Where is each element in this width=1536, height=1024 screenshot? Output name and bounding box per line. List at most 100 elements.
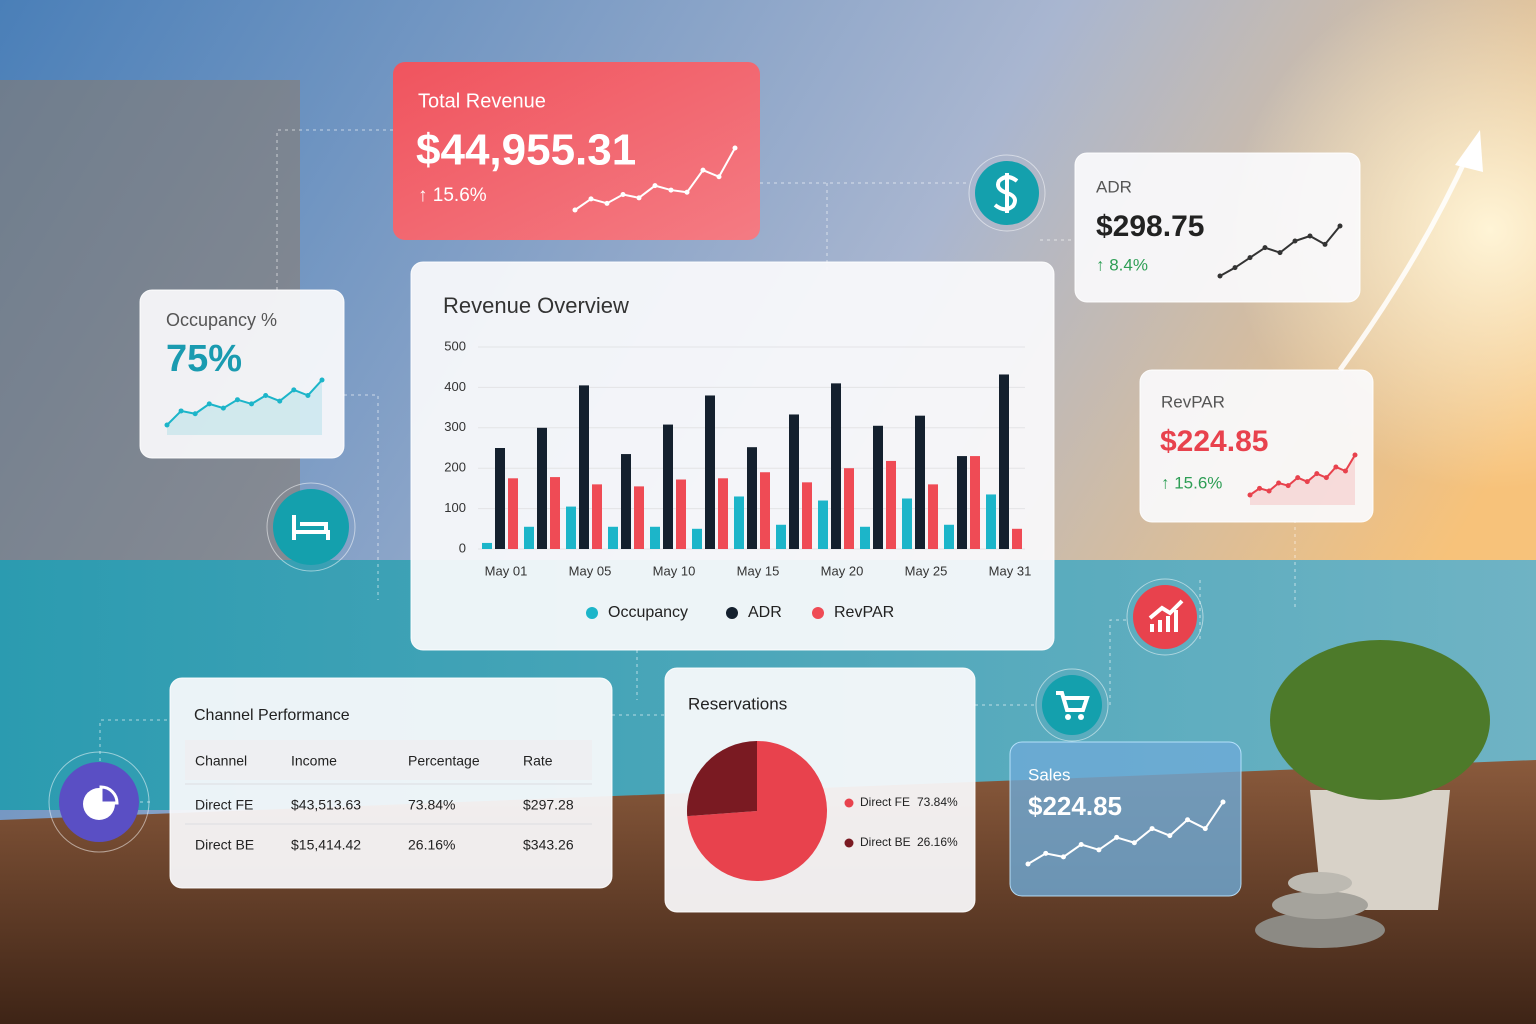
bar: [986, 494, 996, 549]
x-tick-label: May 01: [485, 563, 528, 578]
bar: [550, 477, 560, 549]
bar: [592, 484, 602, 549]
sparkline-point: [1276, 480, 1282, 486]
sparkline-point: [178, 408, 184, 414]
occupancy-card: [139, 289, 345, 459]
adr-card: [1074, 152, 1361, 303]
sparkline-point: [220, 405, 226, 411]
pie-icon: [48, 751, 150, 853]
y-tick-label: 300: [444, 419, 466, 434]
sparkline-point: [1333, 464, 1339, 470]
bar: [524, 526, 534, 549]
chart-title: Reservations: [688, 694, 787, 713]
bar: [692, 528, 702, 549]
legend-label: RevPAR: [834, 604, 894, 621]
sparkline-point: [1114, 834, 1120, 840]
sun-glow: [1230, 0, 1536, 490]
sparkline-point: [1257, 485, 1263, 491]
bar: [579, 385, 589, 549]
bar: [495, 448, 505, 549]
sparkline-point: [1352, 452, 1358, 458]
bar: [508, 478, 518, 549]
sparkline-point: [700, 167, 706, 173]
legend-marker: [812, 607, 824, 619]
revpar-card: [1139, 369, 1374, 523]
sparkline-point: [652, 183, 658, 189]
sparkline-point: [277, 398, 283, 404]
bar: [608, 526, 618, 549]
x-tick-label: May 25: [905, 563, 948, 578]
sparkline-point: [1217, 273, 1223, 279]
bar: [860, 526, 870, 549]
stones: [1288, 872, 1352, 894]
sparkline-point: [1131, 840, 1137, 846]
table-cell: 73.84%: [408, 797, 455, 813]
bar: [831, 383, 841, 549]
sparkline-point: [319, 377, 325, 383]
sparkline-point: [1262, 245, 1268, 251]
card-title: Total Revenue: [418, 90, 546, 112]
chart-title: Revenue Overview: [443, 293, 629, 318]
sparkline-point: [291, 387, 297, 393]
stones: [1272, 891, 1368, 919]
bed-icon: [266, 482, 356, 572]
sparkline-point: [1322, 241, 1328, 247]
value-label: 73.84%: [917, 795, 958, 809]
sparkline-point: [1220, 799, 1226, 805]
legend-marker: [844, 798, 854, 808]
value-label: 26.16%: [917, 835, 958, 849]
card-change: ↑ 15.6%: [418, 185, 487, 206]
x-tick-label: May 20: [821, 563, 864, 578]
growth-arrow-head: [1455, 130, 1483, 172]
sparkline-point: [1314, 471, 1320, 477]
bar: [802, 482, 812, 549]
sparkline-point: [1307, 233, 1313, 239]
bar: [873, 425, 883, 549]
sparkline-point: [1337, 223, 1343, 229]
y-tick-label: 0: [459, 540, 466, 555]
card-value: $224.85: [1160, 425, 1268, 458]
sparkline-point: [192, 411, 198, 417]
y-tick-label: 100: [444, 500, 466, 515]
legend-label: Occupancy: [608, 604, 688, 621]
sparkline-point: [1025, 861, 1031, 867]
sparkline-point: [164, 422, 170, 428]
sparkline-point: [1292, 238, 1298, 244]
bar: [928, 484, 938, 549]
sales-card: [1009, 741, 1242, 897]
sparkline-point: [1060, 854, 1066, 860]
card-title: RevPAR: [1161, 392, 1225, 411]
sparkline-point: [234, 397, 240, 403]
sparkline-point: [1323, 475, 1329, 481]
table-cell: Direct BE: [195, 837, 254, 853]
legend-label: Direct BE: [860, 835, 911, 849]
sparkline-point: [1277, 250, 1283, 256]
sparkline-point: [249, 401, 255, 407]
bar: [944, 524, 954, 549]
bar: [676, 479, 686, 549]
table-header: Rate: [523, 753, 553, 769]
bar: [566, 506, 576, 549]
card-value: $224.85: [1028, 791, 1122, 821]
card-title: ADR: [1096, 177, 1132, 196]
card-value: $298.75: [1096, 210, 1204, 243]
legend-label: ADR: [748, 604, 782, 621]
bar: [957, 456, 967, 549]
bar: [663, 424, 673, 549]
pie-slice: [687, 741, 828, 881]
bar: [705, 395, 715, 549]
dollar-icon: [968, 154, 1046, 232]
sparkline-point: [684, 189, 690, 195]
sparkline-point: [305, 392, 311, 398]
revenue-overview-card: [410, 261, 1055, 651]
card-value: 75%: [166, 338, 242, 380]
bar: [747, 447, 757, 549]
table-cell: $15,414.42: [291, 837, 361, 853]
sparkline-point: [1202, 826, 1208, 832]
bar: [1012, 528, 1022, 549]
sparkline-area: [167, 380, 322, 435]
bar: [650, 526, 660, 549]
sparkline-point: [1232, 265, 1238, 271]
table-cell: Direct FE: [195, 797, 253, 813]
